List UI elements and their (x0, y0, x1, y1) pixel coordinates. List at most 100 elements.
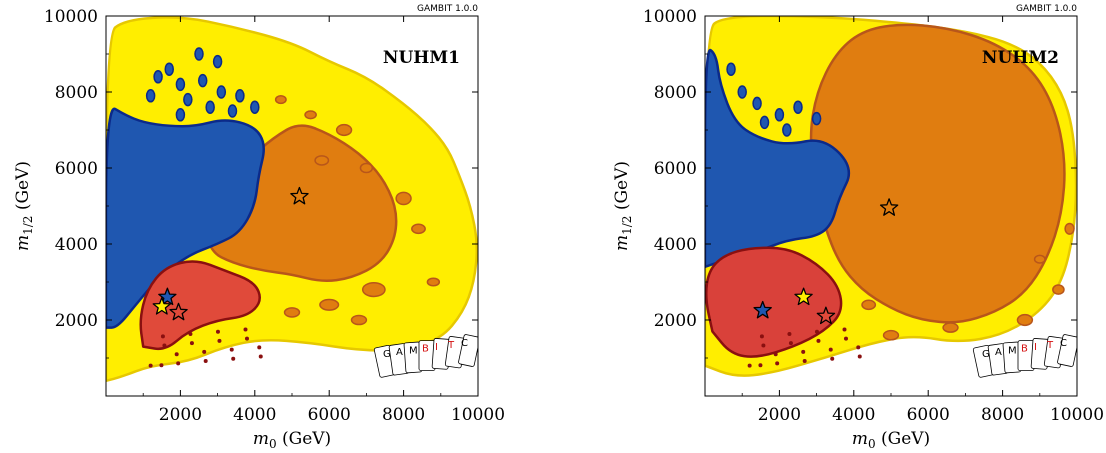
x-tick-label: 8000 (981, 405, 1024, 425)
red-speckle (257, 345, 262, 350)
logo-card-letter: B (422, 344, 429, 355)
blue-island (212, 54, 223, 69)
red-speckle (174, 352, 179, 357)
best-fit-star (753, 300, 772, 319)
orange-island (361, 282, 386, 298)
red-speckle (176, 361, 181, 366)
logo-card-letter: G (383, 349, 391, 360)
red-speckle (857, 354, 862, 359)
y-tick-label: 2000 (654, 311, 697, 331)
orange-island (1052, 284, 1065, 295)
blue-island (175, 108, 186, 122)
red-speckle (231, 356, 236, 361)
best-fit-star (169, 302, 188, 321)
y-tick-label: 6000 (55, 159, 98, 179)
red-speckle (160, 334, 165, 339)
logo-card-letter: C (1060, 338, 1067, 349)
red-speckle (258, 354, 263, 359)
orange-island (395, 191, 412, 206)
version-label: GAMBIT 1.0.0 (417, 4, 478, 14)
blue-island (194, 47, 204, 61)
x-tick-label: 6000 (308, 405, 351, 425)
blue-island (164, 62, 174, 76)
blue-island (216, 85, 227, 99)
red-speckle (229, 347, 234, 352)
best-fit-star (290, 186, 309, 205)
orange-island (411, 223, 426, 235)
logo-card (458, 334, 478, 367)
y-tick-label: 6000 (654, 159, 697, 179)
red-speckle (830, 356, 835, 361)
logo-card-letter: I (1034, 342, 1037, 353)
red-speckle (775, 361, 780, 366)
logo-card-letter: M (409, 345, 418, 356)
red-speckle (788, 341, 793, 346)
red-speckle (773, 352, 778, 357)
x-tick-label: 2000 (758, 405, 801, 425)
red-speckle (148, 363, 153, 368)
red-speckle (828, 347, 833, 352)
blue-island (759, 115, 770, 130)
region-orange (809, 23, 1066, 324)
red-speckle (202, 349, 207, 354)
orange-island (882, 329, 900, 341)
y-axis-label: m1/2 (GeV) (13, 161, 35, 251)
x-tick-label: 4000 (832, 405, 875, 425)
chart-panel-2: G A M B I T C 2000 4000 6000 8000 10000 2000 4000 6000… (612, 4, 1104, 451)
orange-island (319, 298, 340, 311)
y-tick-label: 8000 (654, 83, 697, 103)
orange-island (283, 307, 301, 318)
logo-card-letter: T (1046, 340, 1054, 351)
red-speckle (243, 327, 248, 332)
y-tick-label: 4000 (654, 235, 697, 255)
red-speckle (814, 329, 819, 334)
x-tick-label: 2000 (159, 405, 202, 425)
logo-card-letter: B (1021, 344, 1028, 355)
best-fit-star (816, 306, 836, 325)
orange-island (1064, 222, 1075, 235)
y-tick-label: 10000 (44, 7, 98, 27)
region-red (139, 260, 261, 351)
x-axis-label: m0 (GeV) (852, 429, 930, 451)
x-axis-label: m0 (GeV) (253, 429, 331, 451)
y-axis-label: m1/2 (GeV) (612, 161, 634, 251)
best-fit-star (152, 297, 172, 315)
orange-island (861, 299, 877, 311)
red-speckle (758, 363, 763, 368)
y-tick-label: 8000 (55, 83, 98, 103)
chart-panel-1: G A M B I T C 2000 4000 6000 8000 10000 2000 4000 6000… (13, 4, 505, 451)
red-speckle (759, 334, 764, 339)
y-tick-label: 10000 (643, 7, 697, 27)
red-speckle (162, 343, 167, 348)
x-tick-label: 8000 (382, 405, 425, 425)
orange-island (274, 95, 287, 105)
blue-island (205, 100, 215, 114)
orange-island (350, 314, 368, 326)
logo-card-letter: A (995, 347, 1002, 358)
blue-island (227, 104, 238, 118)
region-blue (705, 48, 851, 269)
y-tick-label: 2000 (55, 311, 98, 331)
best-fit-star (794, 287, 813, 306)
x-tick-label: 4000 (233, 405, 276, 425)
best-fit-star (879, 198, 899, 216)
red-speckle (787, 332, 792, 337)
red-speckle (802, 359, 807, 364)
blue-island (145, 89, 156, 103)
logo-card-letter: M (1008, 345, 1017, 356)
orange-island (1016, 313, 1034, 327)
orange-island (335, 123, 353, 137)
blue-island (793, 100, 803, 114)
blue-island (752, 96, 762, 111)
red-speckle (747, 363, 752, 368)
orange-island (426, 277, 441, 287)
blue-island (175, 77, 186, 92)
red-speckle (217, 338, 222, 343)
blue-island (197, 73, 208, 88)
blue-island (726, 62, 736, 76)
red-speckle (215, 329, 220, 334)
